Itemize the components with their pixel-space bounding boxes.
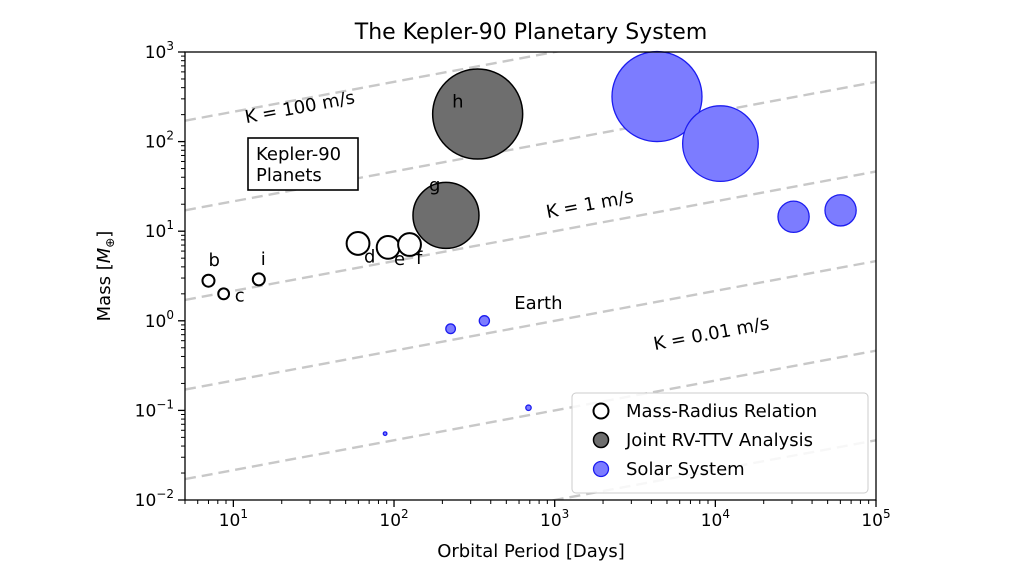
point-label-e: e bbox=[394, 249, 405, 270]
legend-label-0: Mass-Radius Relation bbox=[626, 401, 817, 422]
point-label-earth: Earth bbox=[514, 293, 562, 314]
rv-line-label-0: K = 100 m/s bbox=[243, 87, 356, 128]
x-axis: 101 102 103 104 105 bbox=[184, 500, 891, 531]
marker-blue-7 bbox=[824, 194, 857, 227]
y-axis-label-symbol: M bbox=[94, 247, 115, 263]
x-axis-label: Orbital Period [Days] bbox=[437, 541, 625, 562]
x-tick-label-3: 104 bbox=[701, 507, 730, 531]
annotation-line2: Planets bbox=[256, 165, 322, 186]
legend-label-2: Solar System bbox=[626, 459, 745, 480]
marker-blue-2 bbox=[478, 315, 491, 327]
marker-blue-1 bbox=[445, 323, 457, 335]
marker-open-2 bbox=[251, 272, 266, 287]
marker-blue-3 bbox=[525, 404, 532, 412]
marker-blue-6 bbox=[777, 200, 810, 233]
x-tick-label-2: 103 bbox=[540, 507, 569, 531]
legend-marker-blue bbox=[592, 460, 610, 478]
chart-title: The Kepler-90 Planetary System bbox=[354, 20, 708, 45]
point-label-d: d bbox=[364, 246, 375, 267]
x-tick-label-4: 105 bbox=[861, 507, 890, 531]
rv-line-2 bbox=[185, 170, 876, 302]
x-tick-label-0: 101 bbox=[219, 507, 248, 531]
legend-label-1: Joint RV-TTV Analysis bbox=[625, 430, 813, 451]
point-label-c: c bbox=[235, 285, 245, 306]
plot-frame bbox=[184, 51, 877, 501]
marker-blue-0 bbox=[382, 431, 388, 437]
y-tick-label-1: 10−1 bbox=[135, 397, 174, 421]
y-tick-label-4: 102 bbox=[145, 129, 174, 153]
marker-open-0 bbox=[201, 273, 216, 288]
marker-open-3 bbox=[345, 231, 371, 256]
legend-marker-gray bbox=[592, 431, 610, 449]
marker-gray-1 bbox=[431, 68, 524, 160]
y-axis-label-end: ] bbox=[94, 231, 115, 238]
marker-gray-0 bbox=[412, 181, 480, 250]
legend: Mass-Radius Relation Joint RV-TTV Analysi… bbox=[571, 392, 869, 494]
annotation-line1: Kepler-90 bbox=[256, 144, 341, 165]
point-label-b: b bbox=[208, 250, 219, 271]
legend-marker-open bbox=[592, 402, 610, 420]
data-points bbox=[201, 50, 857, 437]
rv-line-label-1: K = 1 m/s bbox=[544, 186, 635, 223]
marker-blue-5 bbox=[681, 105, 759, 183]
x-tick-label-1: 102 bbox=[379, 507, 408, 531]
point-label-f: f bbox=[416, 248, 423, 269]
rv-line-3 bbox=[185, 259, 876, 391]
y-axis-label: Mass [M⊕] bbox=[94, 231, 117, 322]
y-axis: 10−2 10−1 100 101 102 103 bbox=[135, 39, 185, 511]
rv-line-label-2: K = 0.01 m/s bbox=[652, 313, 771, 355]
y-tick-label-5: 103 bbox=[145, 39, 174, 63]
point-label-g: g bbox=[429, 175, 440, 196]
y-tick-label-0: 10−2 bbox=[135, 487, 174, 511]
kepler-90-annotation: Kepler-90 Planets bbox=[247, 137, 359, 191]
annotation-box bbox=[247, 137, 359, 191]
y-axis-label-main: Mass [ bbox=[94, 263, 115, 321]
marker-open-5 bbox=[397, 232, 422, 257]
y-axis-label-sub: ⊕ bbox=[103, 238, 117, 248]
y-tick-label-2: 100 bbox=[145, 308, 174, 332]
legend-frame bbox=[571, 392, 869, 494]
rv-line-1 bbox=[185, 80, 876, 212]
rv-line-4 bbox=[185, 349, 876, 481]
marker-open-1 bbox=[217, 287, 231, 301]
point-label-h: h bbox=[452, 92, 463, 113]
y-tick-label-3: 101 bbox=[145, 218, 174, 242]
point-label-i: i bbox=[261, 249, 266, 270]
